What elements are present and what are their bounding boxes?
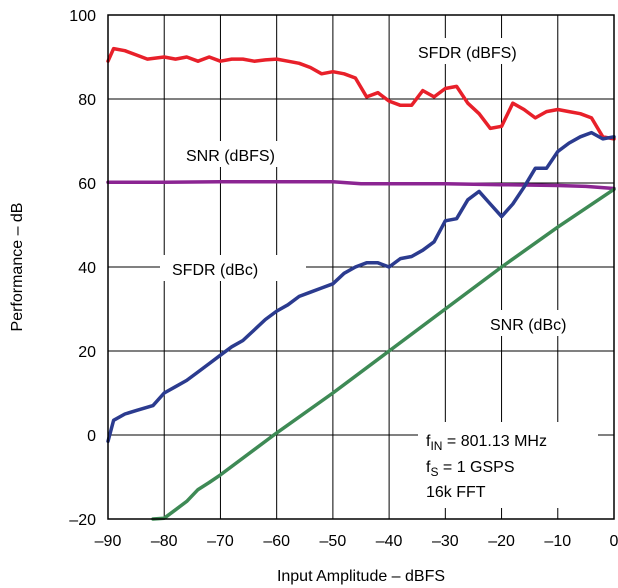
note-fin-symbol: f	[426, 433, 431, 450]
note-fs-subscript: S	[430, 465, 438, 479]
x-tick-labels: –90 –80 –70 –60 –50 –40 –30 –20 –10 0	[95, 533, 618, 550]
y-tick-label: –20	[69, 512, 96, 529]
y-tick-labels: –20 0 20 40 60 80 100	[69, 8, 96, 529]
series-label-snr-dbc: SNR (dBc)	[490, 317, 566, 334]
label-bg-snr-dbc	[478, 310, 604, 336]
x-tick-label: –40	[376, 533, 403, 550]
plot-frame	[107, 14, 615, 520]
x-tick-label: 0	[610, 533, 618, 550]
note-fs: fS = 1 GSPS	[426, 459, 515, 479]
note-fin: fIN = 801.13 MHz	[426, 433, 547, 453]
x-tick-label: –30	[432, 533, 459, 550]
y-tick-label: 100	[69, 8, 96, 25]
y-tick-label: 80	[78, 92, 96, 109]
series-labels: SFDR (dBFS) SNR (dBFS) SFDR (dBc) SNR (d…	[160, 38, 604, 336]
label-bg-snr-dbfs	[172, 141, 312, 167]
series-lines	[106, 46, 616, 521]
note-background	[418, 422, 598, 508]
series-label-sfdr-dbfs: SFDR (dBFS)	[418, 45, 517, 62]
note-fin-value: = 801.13 MHz	[442, 433, 547, 450]
y-tick-label: 60	[78, 176, 96, 193]
note-fs-value: = 1 GSPS	[438, 459, 514, 476]
note-fin-subscript: IN	[430, 439, 442, 453]
y-axis-label: Performance – dB	[9, 203, 26, 332]
x-tick-label: –60	[263, 533, 290, 550]
series-line-sfdr-dbfs	[106, 46, 616, 141]
x-tick-label: –50	[320, 533, 347, 550]
series-label-snr-dbfs: SNR (dBFS)	[186, 148, 275, 165]
note-fs-symbol: f	[426, 459, 431, 476]
x-tick-label: –70	[207, 533, 234, 550]
series-line-snr-dbc	[151, 187, 616, 521]
x-tick-label: –20	[488, 533, 515, 550]
label-bg-sfdr-dbc	[160, 255, 306, 281]
x-axis-label: Input Amplitude – dBFS	[277, 568, 445, 585]
series-line-snr-dbfs	[106, 179, 616, 191]
y-tick-label: 0	[87, 428, 96, 445]
x-tick-label: –10	[544, 533, 571, 550]
label-bg-sfdr-dbfs	[402, 38, 552, 64]
note-fft: 16k FFT	[426, 484, 486, 501]
x-tick-label: –80	[151, 533, 178, 550]
series-line-sfdr-dbc	[106, 130, 616, 444]
series-label-sfdr-dbc: SFDR (dBc)	[172, 262, 258, 279]
y-tick-label: 20	[78, 344, 96, 361]
y-tick-label: 40	[78, 260, 96, 277]
x-tick-label: –90	[95, 533, 122, 550]
test-conditions-note: fIN = 801.13 MHz fS = 1 GSPS 16k FFT	[418, 422, 598, 508]
